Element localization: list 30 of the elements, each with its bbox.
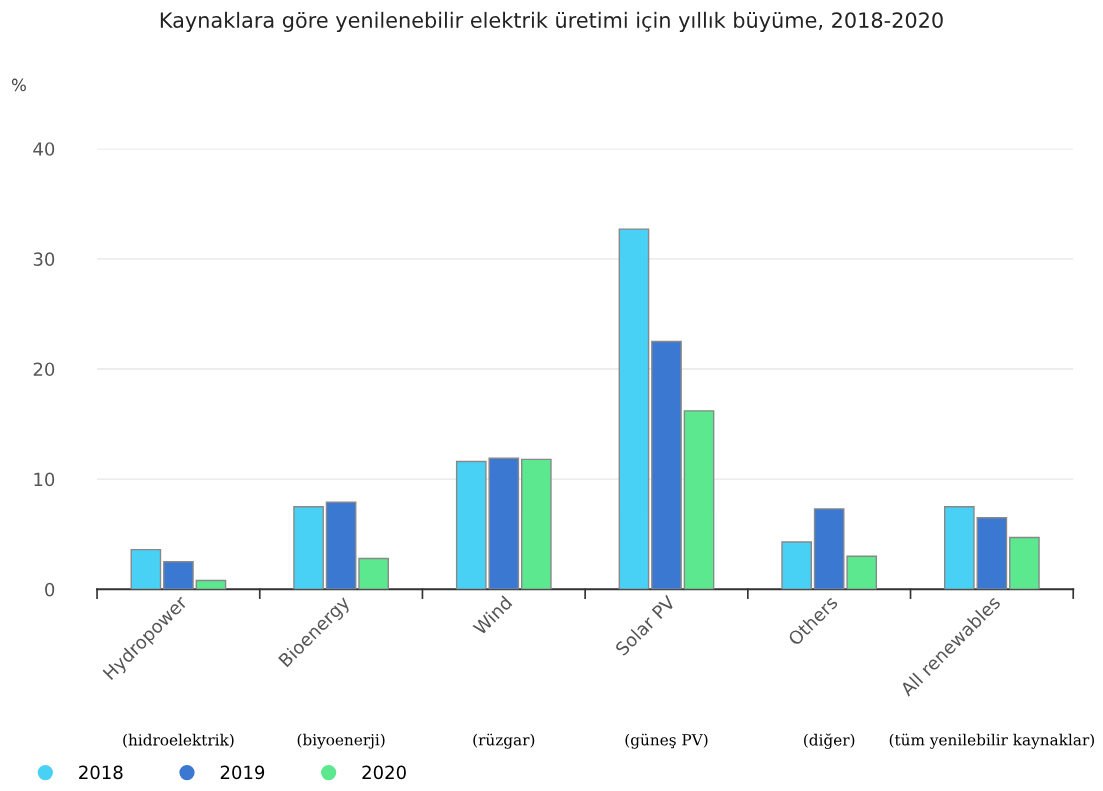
bar	[976, 517, 1008, 590]
bar	[293, 505, 324, 590]
y-tick-label: 40	[33, 142, 55, 156]
bar	[130, 548, 162, 590]
chart-title: Kaynaklara göre yenilenebilir elektrik üretimi için yıllık büyüme, 2018-2020	[160, 11, 943, 33]
y-tick-label: 20	[33, 362, 55, 377]
text: (hidroelektrik)	[123, 733, 234, 748]
bar	[651, 340, 682, 590]
bar	[943, 505, 975, 590]
text: (tüm yenilebilir kaynaklar)	[889, 733, 1094, 749]
bar	[781, 541, 812, 590]
text: (rüzgar)	[473, 733, 535, 749]
legend-label: 2019	[220, 765, 265, 780]
text: (biyoenerji)	[297, 733, 385, 749]
y-tick-label: 0	[45, 582, 55, 597]
bar	[195, 579, 227, 590]
bar	[618, 228, 650, 590]
text: (diğer)	[804, 733, 855, 749]
y-tick-label: 30	[33, 252, 55, 266]
bar	[1009, 536, 1040, 590]
bar	[683, 410, 715, 590]
y-axis-title: %	[11, 78, 26, 92]
text: (güneş PV)	[625, 733, 708, 749]
legend-label: 2018	[79, 765, 123, 780]
bar	[520, 458, 552, 590]
legend-label: 2020	[362, 765, 406, 780]
bar	[358, 557, 389, 590]
y-tick-label: 10	[34, 472, 55, 487]
bar	[163, 561, 194, 590]
bar	[325, 501, 357, 590]
